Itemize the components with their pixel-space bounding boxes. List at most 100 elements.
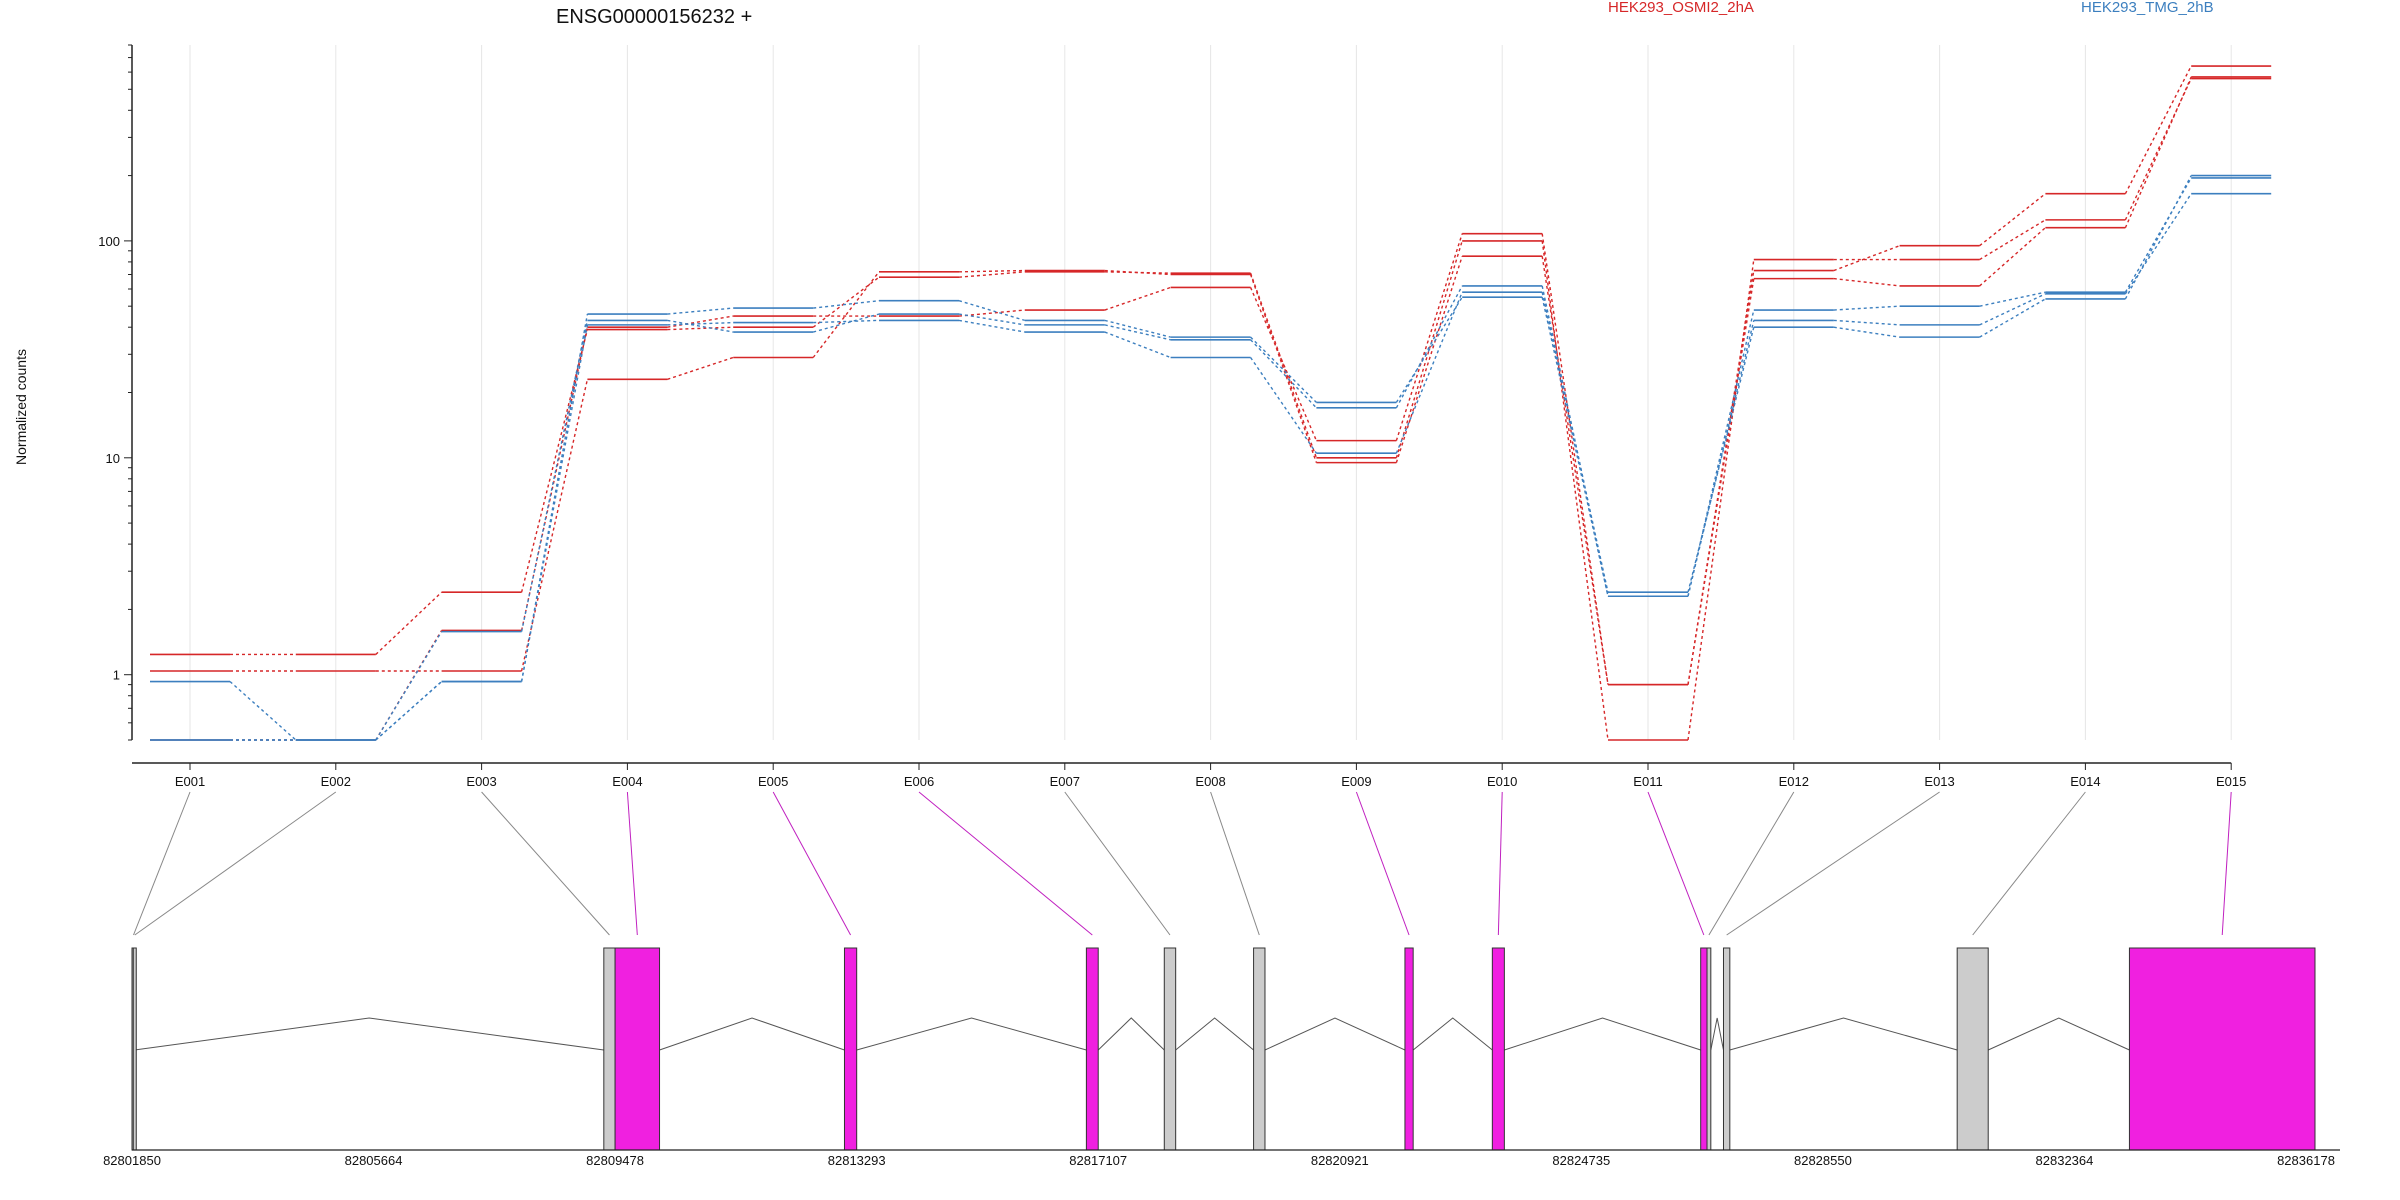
transition-segment bbox=[667, 319, 734, 333]
x-tick-label-E009: E009 bbox=[1341, 774, 1371, 789]
transition-segment bbox=[1250, 339, 1317, 409]
coordinate-tick-label: 82801850 bbox=[103, 1153, 161, 1168]
transition-segment bbox=[1979, 293, 2046, 326]
connector-E015 bbox=[2221, 791, 2232, 936]
connector-E009 bbox=[1355, 791, 1410, 936]
x-tick-label-E005: E005 bbox=[758, 774, 788, 789]
transition-segment bbox=[1104, 286, 1171, 311]
exon-E007 bbox=[1163, 947, 1177, 1151]
coordinate-tick-label: 82832364 bbox=[2036, 1153, 2094, 1168]
x-tick-label-E012: E012 bbox=[1779, 774, 1809, 789]
transition-segment bbox=[1104, 324, 1171, 341]
transition-segment bbox=[667, 307, 734, 315]
intron-line bbox=[1097, 1017, 1165, 1051]
transition-segment bbox=[1104, 269, 1171, 276]
transition-segment bbox=[1395, 296, 1463, 403]
transition-segment bbox=[1833, 245, 1900, 272]
transition-segment bbox=[520, 329, 589, 593]
transition-segment bbox=[1979, 227, 2046, 287]
transition-segment bbox=[2124, 193, 2192, 295]
exon-E010 bbox=[1491, 947, 1505, 1151]
transition-segment bbox=[2124, 177, 2192, 293]
connector-E004 bbox=[626, 791, 638, 936]
series-HEK293_TMG_2hB-6 bbox=[150, 174, 2272, 741]
transition-segment bbox=[1979, 219, 2046, 261]
transition-segment bbox=[1104, 331, 1171, 359]
coordinate-tick-label: 82820921 bbox=[1311, 1153, 1369, 1168]
transition-segment bbox=[375, 591, 443, 655]
transition-segment bbox=[812, 271, 880, 358]
transition-segment bbox=[1395, 233, 1463, 441]
connector-E010 bbox=[1497, 791, 1503, 936]
exon-E014 bbox=[1956, 947, 1989, 1151]
x-tick-label-E011: E011 bbox=[1633, 774, 1662, 789]
intron-line bbox=[1710, 1017, 1724, 1051]
gene-model bbox=[131, 947, 2316, 1151]
coordinate-tick-label: 82805664 bbox=[345, 1153, 403, 1168]
intron-line bbox=[1412, 1017, 1493, 1051]
intron-line bbox=[134, 1017, 604, 1051]
transition-segment bbox=[1687, 278, 1755, 685]
transition-segment bbox=[375, 631, 443, 741]
transition-segment bbox=[813, 313, 880, 333]
transition-segment bbox=[667, 321, 734, 326]
transition-segment bbox=[520, 324, 589, 682]
transition-segment bbox=[1833, 277, 1900, 287]
transition-segment bbox=[2124, 65, 2192, 195]
transition-segment bbox=[229, 681, 297, 741]
y-tick-label: 100 bbox=[98, 234, 120, 249]
intron-line bbox=[1264, 1017, 1406, 1051]
transition-segment bbox=[1687, 259, 1755, 741]
coordinate-tick-label: 82813293 bbox=[828, 1153, 886, 1168]
transition-segment bbox=[1979, 193, 2046, 247]
y-tick-label: 10 bbox=[106, 451, 120, 466]
intron-line bbox=[659, 1017, 845, 1051]
transition-segment bbox=[2124, 78, 2192, 221]
transition-segment bbox=[1833, 305, 1900, 311]
x-tick-label-E007: E007 bbox=[1050, 774, 1080, 789]
legend-tmg: HEK293_TMG_2hB bbox=[2081, 0, 2214, 16]
exon-E015 bbox=[2128, 947, 2316, 1151]
transition-segment bbox=[958, 269, 1025, 273]
exon-E009 bbox=[1404, 947, 1414, 1151]
transition-segment bbox=[2124, 76, 2192, 229]
legend-osmi2: HEK293_OSMI2_2hA bbox=[1608, 0, 1754, 16]
connector-E012 bbox=[1708, 791, 1795, 936]
transition-segment bbox=[1687, 320, 1755, 597]
exon-E002 bbox=[132, 947, 137, 1151]
coordinate-tick-label: 82817107 bbox=[1069, 1153, 1127, 1168]
transition-segment bbox=[1541, 233, 1609, 685]
intron-line bbox=[1504, 1017, 1701, 1051]
x-tick-label-E004: E004 bbox=[612, 774, 642, 789]
x-tick-label-E008: E008 bbox=[1195, 774, 1225, 789]
y-axis: 1 10 100 bbox=[98, 44, 133, 741]
transition-segment bbox=[1833, 326, 1900, 338]
coordinate-tick-label: 82828550 bbox=[1794, 1153, 1852, 1168]
coordinate-tick-label: 82824735 bbox=[1552, 1153, 1610, 1168]
y-axis-label: Normalized counts bbox=[13, 349, 29, 465]
transition-segment bbox=[667, 315, 734, 328]
connector-E011 bbox=[1647, 791, 1705, 936]
intron-line bbox=[856, 1017, 1087, 1051]
transition-segment bbox=[958, 271, 1025, 278]
x-gridlines bbox=[189, 45, 2232, 740]
exon-E012 bbox=[1706, 947, 1712, 1151]
transition-segment bbox=[375, 681, 443, 741]
transition-segment bbox=[1541, 256, 1609, 685]
coordinate-tick-label: 82809478 bbox=[586, 1153, 644, 1168]
intron-line bbox=[1729, 1017, 1958, 1051]
intron-line bbox=[1988, 1017, 2130, 1051]
transition-segment bbox=[1104, 319, 1171, 338]
transition-segment bbox=[520, 320, 589, 632]
transition-segment bbox=[1979, 298, 2046, 338]
connector-E014 bbox=[1972, 791, 2086, 936]
exon-E008 bbox=[1253, 947, 1266, 1151]
coordinate-tick-label: 82836178 bbox=[2277, 1153, 2335, 1168]
connector-E006 bbox=[918, 791, 1093, 936]
transition-segment bbox=[1541, 292, 1609, 593]
exon-E003 bbox=[603, 947, 616, 1151]
transition-segment bbox=[2124, 175, 2192, 300]
connector-E013 bbox=[1726, 791, 1940, 936]
transition-segment bbox=[958, 309, 1025, 317]
